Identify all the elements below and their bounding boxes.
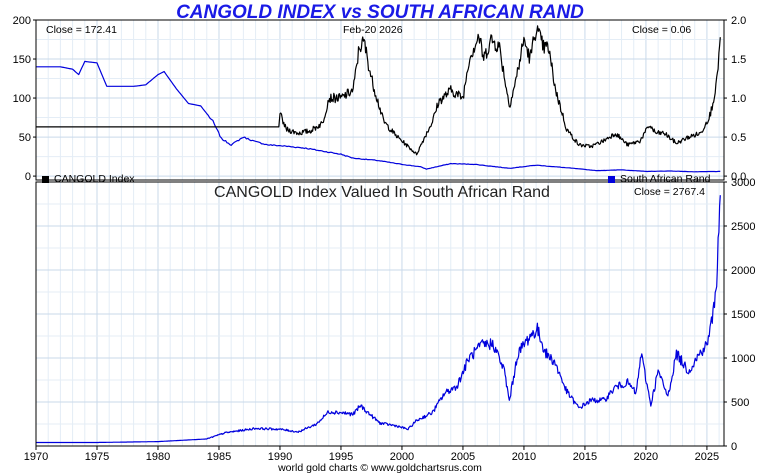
close-right-label: Close = 0.06 (632, 24, 692, 36)
panel-frames (35, 19, 725, 447)
y-right-tick-label: 1.0 (731, 93, 746, 105)
y-left-tick-label: 100 (13, 93, 31, 105)
x-tick-label: 2020 (634, 451, 658, 463)
series-south-african-rand (36, 60, 721, 173)
legend-label-cangold: CANGOLD Index (54, 173, 135, 185)
tick-labels: 1970 1975 1980 1985 1990 1995 2000 2005 2010 2015… (13, 15, 756, 463)
series-cangold-in-rand (36, 195, 721, 444)
y-right-tick-label: 0.0 (731, 171, 746, 183)
y-right-tick-label: 3000 (731, 177, 755, 189)
series-cangold-index (36, 25, 721, 156)
date-label: Feb-20 2026 (343, 24, 403, 36)
legend-swatch-cangold (42, 175, 49, 183)
legend-label-rand: South African Rand (620, 173, 711, 185)
y-left-tick-label: 0 (25, 171, 31, 183)
y-right-tick-label: 500 (731, 397, 749, 409)
y-left-tick-label: 50 (19, 132, 31, 144)
x-tick-label: 2005 (451, 451, 475, 463)
y-left-tick-label: 150 (13, 54, 31, 66)
y-left-tick-label: 200 (13, 15, 31, 27)
y-right-tick-label: 1000 (731, 353, 755, 365)
x-tick-label: 1995 (329, 451, 353, 463)
y-right-tick-label: 0.5 (731, 132, 746, 144)
footer-credit: world gold charts © www.goldchartsrus.co… (278, 462, 482, 474)
x-tick-label: 1970 (24, 451, 48, 463)
y-right-tick-label: 2000 (731, 265, 755, 277)
series-lines (36, 25, 721, 444)
x-tick-label: 1980 (146, 451, 170, 463)
y-right-tick-label: 1.5 (731, 54, 746, 66)
y-right-tick-label: 2500 (731, 221, 755, 233)
close-left-label: Close = 172.41 (46, 24, 117, 36)
chart-title: CANGOLD INDEX vs SOUTH AFRICAN RAND (176, 2, 584, 23)
lower-chart-title: CANGOLD Index Valued In South African Ra… (214, 184, 550, 201)
lower-close-label: Close = 2767.4 (634, 186, 705, 198)
top-panel-frame (35, 19, 725, 181)
legend-cangold: CANGOLD Index (42, 173, 135, 185)
y-right-tick-label: 2.0 (731, 15, 746, 27)
x-tick-label: 1990 (268, 451, 292, 463)
legend-rand: South African Rand (608, 173, 710, 185)
x-tick-label: 1985 (207, 451, 231, 463)
grid-lines (35, 19, 724, 447)
y-right-tick-label: 1500 (731, 309, 755, 321)
legend-swatch-rand (608, 175, 615, 183)
x-tick-label: 1975 (85, 451, 109, 463)
x-tick-label: 2015 (573, 451, 597, 463)
x-tick-label: 2025 (695, 451, 719, 463)
y-right-tick-label: 0 (731, 441, 737, 453)
x-tick-label: 2010 (512, 451, 536, 463)
x-tick-label: 2000 (390, 451, 414, 463)
